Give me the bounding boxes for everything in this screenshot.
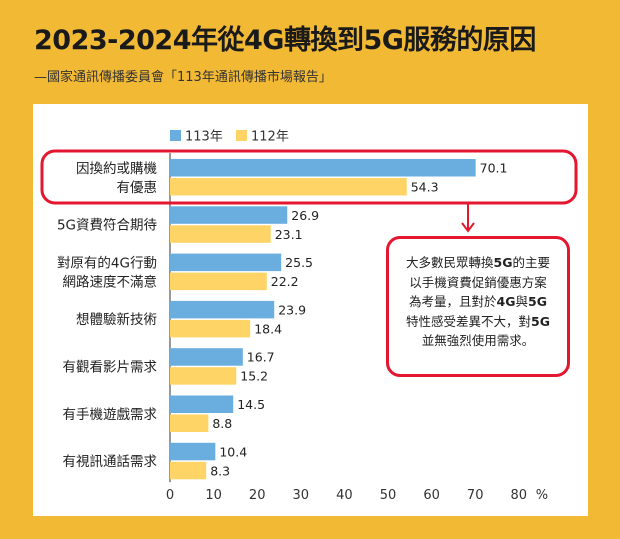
- bar-112-1: [170, 225, 271, 243]
- callout-arrow-head: [461, 222, 475, 233]
- category-label-6: 有視訊通話需求: [63, 453, 158, 470]
- data-label-1-3: 18.4: [254, 321, 282, 336]
- bar-113-1: [170, 206, 288, 224]
- x-tick-label-3: 30: [293, 488, 310, 503]
- data-label-1-0: 54.3: [411, 180, 439, 195]
- category-label-2-1: 網路速度不滿意: [63, 273, 158, 290]
- category-label-2-0: 對原有的4G行動: [57, 255, 157, 271]
- legend-swatch-1: [236, 130, 247, 141]
- chart-title: 2023-2024年從4G轉換到5G服務的原因: [34, 25, 536, 56]
- bar-112-0: [170, 178, 407, 196]
- bar-112-5: [170, 414, 209, 432]
- callout-line-2: 為考量，且對於4G與5G: [409, 294, 547, 309]
- x-unit-label: %: [536, 488, 548, 503]
- callout-line-4: 並無強烈使用需求。: [421, 333, 535, 348]
- bar-112-3: [170, 319, 251, 338]
- bar-113-5: [170, 395, 234, 413]
- data-label-0-1: 26.9: [291, 208, 319, 223]
- x-tick-label-6: 60: [423, 488, 440, 503]
- category-label-4: 有觀看影片需求: [63, 359, 158, 375]
- data-label-1-5: 8.8: [212, 416, 232, 431]
- bar-113-3: [170, 300, 275, 319]
- highlight-frame: [40, 149, 578, 205]
- chart-subtitle: —國家通訊傳播委員會「113年通訊傳播市場報告」: [34, 70, 332, 85]
- bar-113-6: [170, 442, 216, 461]
- data-label-0-0: 70.1: [480, 161, 508, 176]
- category-label-1: 5G資費符合期待: [57, 218, 157, 234]
- x-tick-label-0: 0: [166, 488, 174, 503]
- bar-113-2: [170, 253, 282, 272]
- category-label-3: 想體驗新技術: [76, 312, 157, 328]
- bar-112-6: [170, 461, 207, 480]
- x-tick-label-7: 70: [467, 488, 484, 503]
- data-label-1-4: 15.2: [240, 369, 268, 384]
- x-tick-label-2: 20: [249, 488, 266, 503]
- bar-113-0: [170, 159, 476, 177]
- category-label-0-1: 有優惠: [117, 180, 158, 196]
- bar-113-4: [170, 348, 243, 366]
- data-label-0-4: 16.7: [247, 350, 275, 365]
- x-tick-label-4: 40: [336, 488, 353, 503]
- category-label-0-0: 因換約或購機: [76, 161, 157, 177]
- legend-swatch-0: [170, 130, 181, 141]
- annotation-callout: 大多數民眾轉換5G的主要 以手機資費促銷優惠方案 為考量，且對於4G與5G 特性感受差…: [386, 236, 570, 377]
- legend-label-0: 113年: [185, 130, 223, 145]
- callout-line-1: 以手機資費促銷優惠方案: [409, 274, 547, 290]
- data-label-0-3: 23.9: [278, 302, 306, 317]
- bar-112-4: [170, 367, 237, 385]
- data-label-0-5: 14.5: [237, 397, 265, 412]
- x-tick-label-5: 50: [380, 488, 397, 503]
- data-label-0-2: 25.5: [285, 255, 313, 270]
- data-label-1-2: 22.2: [271, 274, 299, 289]
- data-label-1-1: 23.1: [275, 227, 303, 242]
- callout-line-3: 特性感受差異不大，對5G: [406, 313, 550, 329]
- data-label-0-6: 10.4: [219, 444, 247, 459]
- x-tick-label-8: 80: [511, 488, 528, 503]
- bar-112-2: [170, 272, 267, 291]
- category-label-5: 有手機遊戲需求: [63, 407, 158, 423]
- callout-line-0: 大多數民眾轉換5G的主要: [406, 255, 550, 270]
- data-label-1-6: 8.3: [210, 463, 230, 478]
- legend-label-1: 112年: [251, 130, 289, 145]
- x-tick-label-1: 10: [205, 488, 222, 503]
